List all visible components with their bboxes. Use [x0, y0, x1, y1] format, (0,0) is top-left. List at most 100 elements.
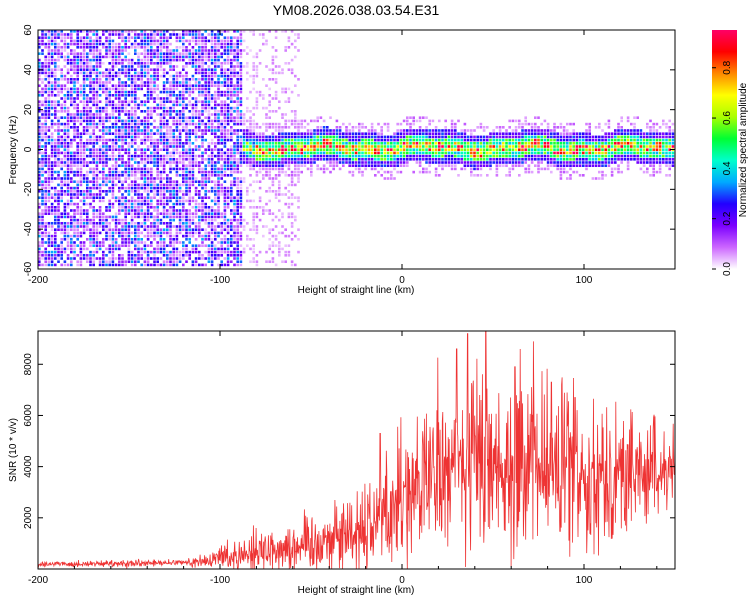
spectrogram-cell: [143, 154, 147, 158]
spectrogram-cell: [150, 90, 153, 94]
spectrogram-cell: [393, 135, 396, 139]
spectrogram-cell: [156, 212, 159, 215]
spectrogram-cell: [322, 145, 326, 148]
spectrogram-cell: [146, 129, 150, 132]
spectrogram-cell: [255, 148, 259, 151]
spectrogram-cell: [79, 36, 83, 39]
spectrogram-cell: [223, 110, 227, 113]
spectrogram-cell: [303, 151, 307, 155]
spectrogram-cell: [233, 161, 236, 164]
spectrogram-cell: [76, 129, 79, 132]
spectrogram-cell: [178, 46, 182, 49]
spectrogram-cell: [290, 263, 294, 267]
spectrogram-cell: [102, 55, 105, 59]
spectrogram-cell: [66, 244, 70, 247]
spectrogram-cell: [191, 228, 195, 231]
spectrogram-cell: [418, 135, 422, 139]
spectrogram-cell: [38, 158, 41, 161]
spectrogram-cell: [108, 247, 111, 251]
spectrogram-cell: [54, 206, 57, 209]
spectrogram-cell: [172, 196, 175, 199]
spectrogram-cell: [57, 46, 60, 49]
spectrogram-cell: [239, 190, 243, 193]
spectrogram-cell: [166, 46, 169, 49]
spectrogram-cell: [63, 247, 67, 251]
spectrogram-cell: [182, 202, 185, 206]
spectrogram-cell: [41, 36, 44, 39]
spectrogram-cell: [438, 135, 441, 139]
spectrogram-cell: [220, 62, 223, 65]
spectrogram-cell: [172, 132, 175, 135]
spectrogram-cell: [223, 58, 227, 62]
spectrogram-cell: [76, 42, 79, 46]
spectrogram-cell: [44, 186, 47, 190]
spectrogram-cell: [230, 167, 233, 171]
spectrogram-cell: [166, 55, 169, 59]
spectrogram-cell: [73, 209, 76, 212]
spectrogram-cell: [236, 177, 239, 180]
spectrogram-cell: [201, 151, 204, 155]
spectrogram-cell: [47, 196, 51, 199]
spectrogram-cell: [57, 52, 60, 55]
spectrogram-cell: [214, 183, 217, 187]
spectrogram-cell: [274, 71, 278, 75]
spectrogram-cell: [198, 145, 201, 148]
spectrogram-cell: [262, 145, 265, 148]
spectrogram-cell: [63, 142, 67, 145]
spectrogram-cell: [335, 138, 339, 142]
spectrogram-cell: [137, 129, 140, 132]
spectrogram-cell: [146, 209, 150, 212]
spectrogram-cell: [172, 100, 175, 103]
spectrogram-cell: [66, 228, 70, 231]
spectrogram-cell: [98, 247, 102, 251]
spectrogram-cell: [281, 170, 284, 174]
spectrogram-cell: [130, 65, 134, 68]
spectrogram-cell: [361, 126, 364, 129]
spectrogram-cell: [166, 122, 169, 126]
spectrogram-cell: [169, 154, 172, 158]
spectrogram-cell: [50, 228, 54, 231]
spectrogram-cell: [156, 151, 159, 155]
spectrogram-cell: [156, 231, 159, 235]
spectrogram-cell: [54, 142, 57, 145]
spectrogram-cell: [226, 186, 230, 190]
spectrogram-cell: [278, 161, 281, 164]
spectrogram-cell: [182, 68, 185, 71]
spectrogram-cell: [92, 49, 95, 52]
spectrogram-cell: [210, 84, 214, 87]
spectrogram-cell: [380, 161, 383, 164]
spectrogram-cell: [236, 228, 239, 231]
spectrogram-cell: [121, 154, 124, 158]
spectrogram-cell: [434, 129, 438, 132]
spectrogram-cell: [265, 106, 268, 110]
spectrogram-cell: [425, 116, 428, 119]
spectrogram-cell: [162, 110, 166, 113]
spectrogram-cell: [204, 55, 207, 59]
spectrogram-cell: [396, 122, 399, 126]
spectrogram-cell: [185, 218, 188, 222]
spectrogram-cell: [102, 142, 105, 145]
spectrogram-cell: [370, 154, 374, 158]
spectrogram-cell: [102, 148, 105, 151]
spectrogram-cell: [130, 263, 134, 267]
spectrogram-cell: [287, 161, 291, 164]
spectrogram-cell: [111, 74, 115, 78]
spectrogram-cell: [303, 164, 307, 167]
spectrogram-cell: [370, 151, 374, 155]
spectrogram-cell: [124, 71, 127, 75]
spectrogram-cell: [105, 234, 108, 238]
spectrogram-cell: [130, 225, 134, 228]
spectrogram-cell: [422, 135, 425, 139]
spectrogram-cell: [438, 142, 441, 145]
spectrogram-cell: [182, 190, 185, 193]
spectrogram-cell: [50, 84, 54, 87]
spectrogram-cell: [396, 148, 399, 151]
spectrogram-cell: [281, 260, 284, 263]
spectrogram-cell: [76, 234, 79, 238]
spectrogram-cell: [185, 151, 188, 155]
spectrogram-cell: [287, 142, 291, 145]
spectrogram-cell: [191, 36, 195, 39]
spectrogram-cell: [178, 250, 182, 254]
spectrogram-cell: [342, 132, 345, 135]
spectrogram-cell: [95, 186, 99, 190]
